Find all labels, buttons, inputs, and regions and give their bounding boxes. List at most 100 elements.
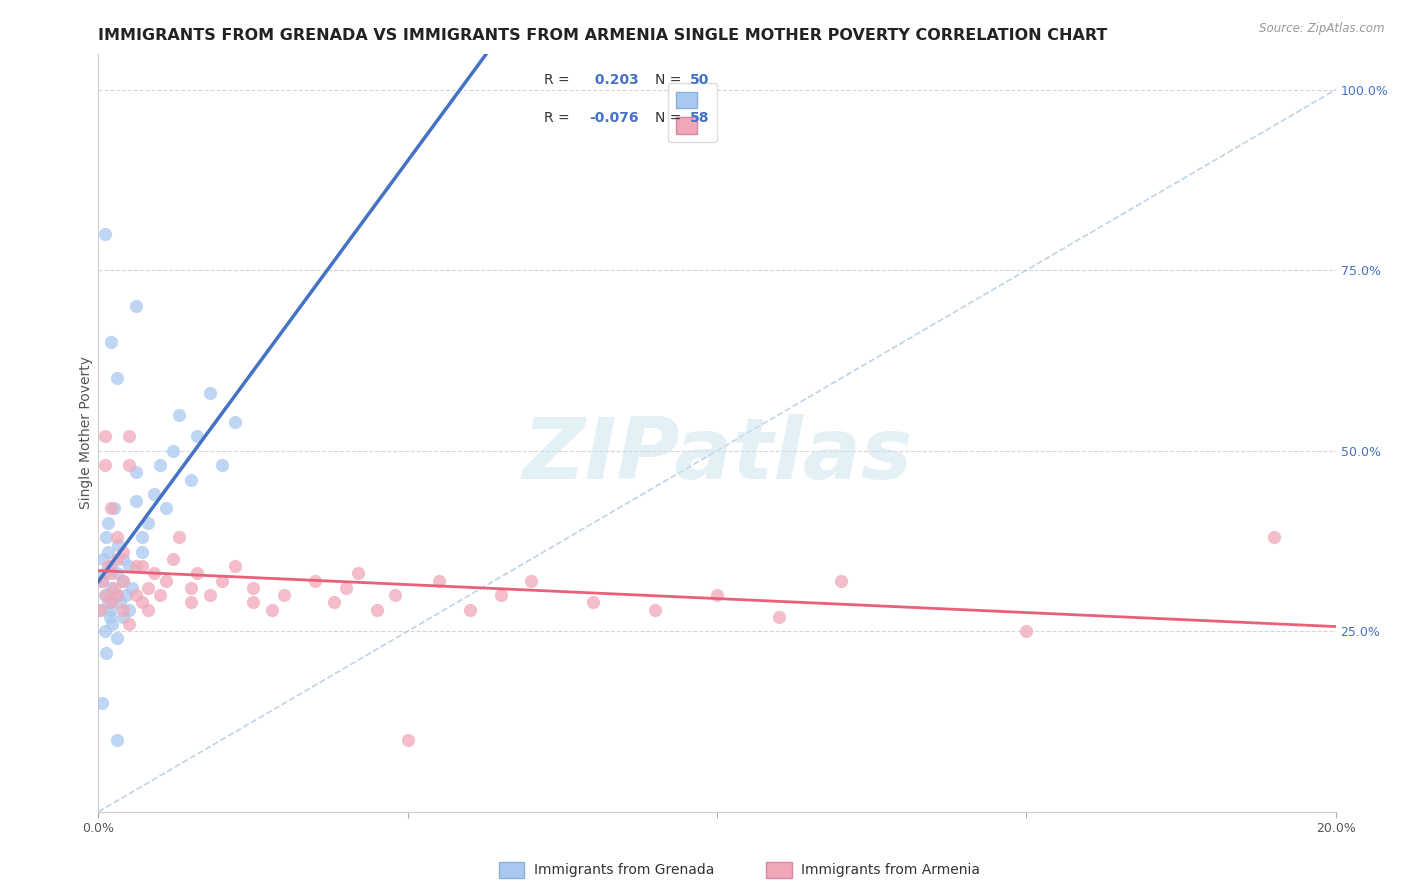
Point [186,429,208,443]
Point [118,458,141,472]
Point [93,429,115,443]
Point [112,574,135,588]
Point [1015,624,1038,639]
Point [90,574,112,588]
Point [112,545,135,559]
Point [136,516,159,530]
Point [366,602,388,616]
Point [93,227,115,241]
Text: N =: N = [655,73,686,87]
Point [830,574,852,588]
Point [89,602,111,616]
Text: N =: N = [655,111,686,125]
Point [224,415,246,429]
Point [100,559,122,574]
Point [108,595,131,609]
Point [118,617,141,632]
Point [93,588,115,602]
Point [100,595,122,609]
Point [273,588,295,602]
Point [136,602,159,616]
Point [242,581,264,595]
Point [91,697,114,711]
Point [131,530,153,544]
Point [180,473,202,487]
Point [124,588,146,602]
Point [97,595,120,609]
Point [103,581,125,595]
Point [118,559,141,574]
Point [118,429,141,443]
Text: Immigrants from Armenia: Immigrants from Armenia [801,863,980,877]
Point [322,595,344,609]
Point [100,581,122,595]
Text: R =: R = [544,73,574,87]
Point [93,566,115,581]
Point [105,588,128,602]
Point [100,566,122,581]
Point [100,602,122,616]
Point [489,588,512,602]
Point [143,487,166,501]
Point [706,588,728,602]
Point [96,646,118,660]
Point [211,574,233,588]
Point [198,385,221,400]
Point [162,443,184,458]
Text: Source: ZipAtlas.com: Source: ZipAtlas.com [1260,22,1385,36]
Point [180,595,202,609]
Point [105,371,128,385]
Point [335,581,357,595]
Point [93,458,115,472]
Point [105,588,128,602]
Point [100,501,122,516]
Point [155,574,177,588]
Point [427,574,450,588]
Point [124,494,146,508]
Point [768,609,790,624]
Text: R =: R = [544,111,574,125]
Point [121,581,143,595]
Point [131,595,153,609]
Point [384,588,406,602]
Point [107,537,129,551]
Point [93,552,115,566]
Point [242,595,264,609]
Point [100,335,122,350]
Point [162,552,184,566]
Point [149,588,172,602]
Text: ZIPatlas: ZIPatlas [522,414,912,497]
Point [97,559,120,574]
Point [396,732,419,747]
Point [105,530,128,544]
Point [124,559,146,574]
Point [105,632,128,646]
Point [94,530,117,544]
Point [103,501,125,516]
Point [211,458,233,472]
Point [93,624,115,639]
Text: 0.203: 0.203 [589,73,638,87]
Legend: , : , [668,83,717,142]
Point [644,602,666,616]
Point [149,458,172,472]
Point [224,559,246,574]
Text: 58: 58 [690,111,710,125]
Point [198,588,221,602]
Text: IMMIGRANTS FROM GRENADA VS IMMIGRANTS FROM ARMENIA SINGLE MOTHER POVERTY CORRELA: IMMIGRANTS FROM GRENADA VS IMMIGRANTS FR… [98,28,1108,43]
Point [105,732,128,747]
Point [97,545,120,559]
Point [101,617,124,632]
Point [112,602,135,616]
Point [1263,530,1285,544]
Point [131,545,153,559]
Point [155,501,177,516]
Text: Immigrants from Grenada: Immigrants from Grenada [534,863,714,877]
Point [89,602,111,616]
Text: 50: 50 [690,73,709,87]
Point [98,609,121,624]
Point [124,466,146,480]
Point [131,559,153,574]
Point [167,530,190,544]
Point [143,566,166,581]
